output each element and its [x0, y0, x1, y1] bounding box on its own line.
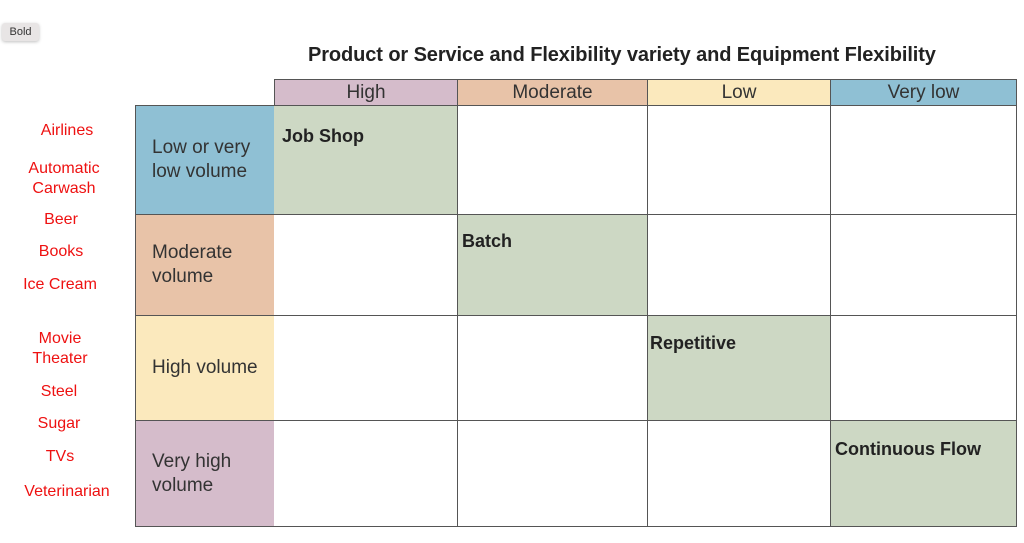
drop-cell-r2-c2[interactable]: Batch — [458, 215, 648, 316]
bold-button[interactable]: Bold — [2, 23, 39, 41]
draggable-item-airlines[interactable]: Airlines — [40, 122, 94, 139]
row-header-low-volume: Low or very low volume — [135, 105, 275, 215]
process-label-continuous-flow: Continuous Flow — [835, 439, 981, 459]
drop-cell-r1-c4[interactable] — [831, 106, 1017, 215]
row-header-moderate-volume: Moderate volume — [135, 215, 275, 316]
drop-cell-r4-c1[interactable] — [274, 421, 458, 527]
draggable-item-movie-theater[interactable]: Movie Theater — [32, 330, 88, 367]
drop-cell-r1-c1[interactable]: Job Shop — [274, 106, 458, 215]
drop-cell-r4-c3[interactable] — [648, 421, 831, 527]
drop-cell-r2-c3[interactable] — [648, 215, 831, 316]
draggable-item-automatic-carwash[interactable]: Automatic Carwash — [28, 160, 100, 197]
draggable-item-tvs[interactable]: TVs — [45, 448, 75, 465]
column-header-very-low: Very low — [830, 79, 1017, 105]
drop-cell-r3-c3[interactable]: Repetitive — [648, 316, 831, 421]
process-label-repetitive: Repetitive — [650, 333, 737, 353]
draggable-item-veterinarian[interactable]: Veterinarian — [24, 483, 110, 500]
drop-cell-r3-c2[interactable] — [458, 316, 648, 421]
drop-cell-r4-c2[interactable] — [458, 421, 648, 527]
column-header-moderate: Moderate — [457, 79, 648, 105]
draggable-item-steel[interactable]: Steel — [40, 383, 78, 400]
draggable-item-ice-cream[interactable]: Ice Cream — [23, 276, 97, 293]
drop-cell-r2-c1[interactable] — [274, 215, 458, 316]
draggable-item-beer[interactable]: Beer — [44, 211, 78, 228]
draggable-item-books[interactable]: Books — [38, 243, 84, 260]
drop-cell-r3-c4[interactable] — [831, 316, 1017, 421]
row-header-very-high-volume: Very high volume — [135, 421, 275, 527]
column-header-low: Low — [647, 79, 831, 105]
row-header-high-volume: High volume — [135, 316, 275, 421]
process-label-batch: Batch — [462, 231, 513, 251]
diagram-title: Product or Service and Flexibility varie… — [308, 44, 936, 66]
drop-cell-r4-c4[interactable]: Continuous Flow — [831, 421, 1017, 527]
drop-cell-r3-c1[interactable] — [274, 316, 458, 421]
draggable-item-sugar[interactable]: Sugar — [37, 415, 81, 432]
column-header-high: High — [274, 79, 458, 105]
drop-cell-r2-c4[interactable] — [831, 215, 1017, 316]
drop-cell-r1-c3[interactable] — [648, 106, 831, 215]
drop-cell-r1-c2[interactable] — [458, 106, 648, 215]
process-label-job-shop: Job Shop — [282, 126, 364, 146]
grid-top-border — [135, 105, 1017, 107]
